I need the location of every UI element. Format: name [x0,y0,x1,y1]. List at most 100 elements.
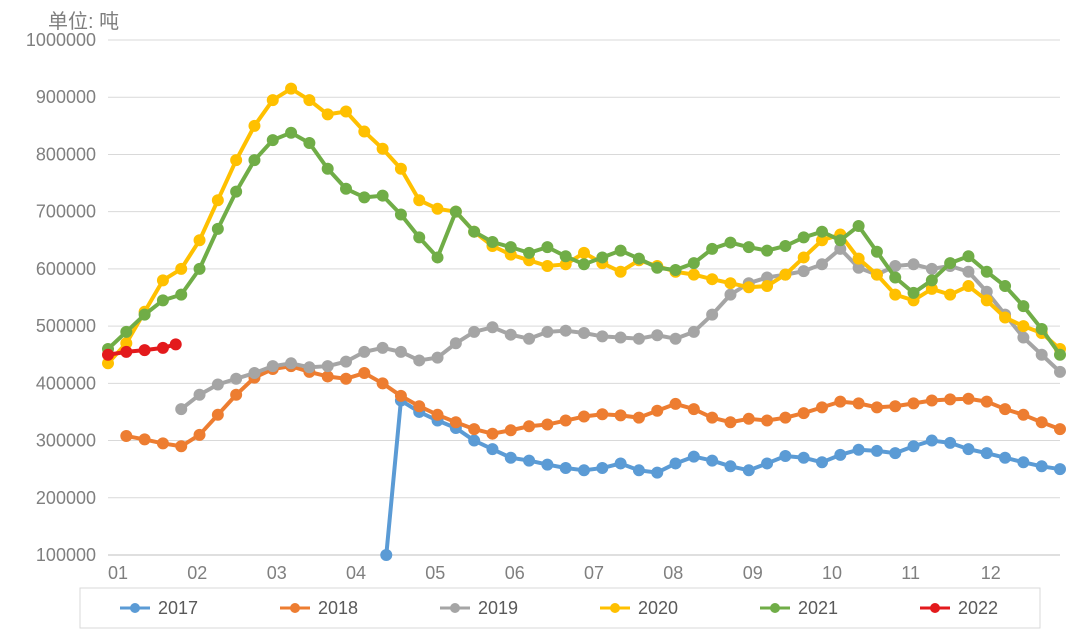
series-marker-2018 [451,417,461,427]
series-marker-2020 [1018,321,1028,331]
series-marker-2017 [707,456,717,466]
series-marker-2021 [652,263,662,273]
series-marker-2018 [725,417,735,427]
series-marker-2019 [378,343,388,353]
series-marker-2020 [963,281,973,291]
series-marker-2017 [469,436,479,446]
series-marker-2021 [597,252,607,262]
series-marker-2020 [780,270,790,280]
series-marker-2020 [689,270,699,280]
series-marker-2021 [744,242,754,252]
series-marker-2019 [451,338,461,348]
series-marker-2018 [689,404,699,414]
legend-label-2017: 2017 [158,598,198,618]
series-marker-2018 [780,413,790,423]
series-marker-2020 [359,127,369,137]
series-marker-2017 [652,468,662,478]
series-marker-2020 [158,275,168,285]
x-tick-label: 08 [663,563,683,583]
series-marker-2021 [359,192,369,202]
series-marker-2022 [158,343,168,353]
y-tick-label: 200000 [36,488,96,508]
series-marker-2019 [487,322,497,332]
series-marker-2021 [945,258,955,268]
series-marker-2019 [433,353,443,363]
series-marker-2017 [542,460,552,470]
series-marker-2019 [579,328,589,338]
series-marker-2020 [854,254,864,264]
series-marker-2018 [909,398,919,408]
x-tick-label: 05 [425,563,445,583]
chart-background [0,0,1080,636]
series-marker-2017 [487,444,497,454]
series-marker-2021 [963,251,973,261]
series-marker-2019 [213,379,223,389]
x-tick-label: 01 [108,563,128,583]
series-marker-2020 [195,235,205,245]
x-tick-label: 04 [346,563,366,583]
series-marker-2018 [835,397,845,407]
series-marker-2021 [725,238,735,248]
series-marker-2021 [231,187,241,197]
series-marker-2018 [341,374,351,384]
series-marker-2018 [1018,410,1028,420]
x-tick-label: 07 [584,563,604,583]
series-marker-2018 [744,414,754,424]
series-marker-2018 [1000,404,1010,414]
series-marker-2018 [396,391,406,401]
series-marker-2017 [780,451,790,461]
line-chart: 单位: 吨10000020000030000040000050000060000… [0,0,1080,636]
series-marker-2018 [762,416,772,426]
series-marker-2020 [286,84,296,94]
series-marker-2022 [140,345,150,355]
series-marker-2022 [103,350,113,360]
series-marker-2018 [469,424,479,434]
series-marker-2017 [597,463,607,473]
series-marker-2019 [963,267,973,277]
series-marker-2018 [176,441,186,451]
series-marker-2019 [597,331,607,341]
series-marker-2017 [982,448,992,458]
series-marker-2017 [1037,461,1047,471]
series-marker-2018 [982,397,992,407]
series-marker-2020 [872,270,882,280]
series-marker-2018 [487,429,497,439]
series-marker-2018 [597,409,607,419]
series-marker-2021 [121,327,131,337]
series-marker-2021 [762,246,772,256]
legend-marker-2019 [450,603,460,613]
series-marker-2021 [927,275,937,285]
series-marker-2019 [176,404,186,414]
series-marker-2021 [1055,350,1065,360]
series-marker-2021 [158,295,168,305]
series-marker-2017 [1000,453,1010,463]
series-marker-2021 [213,224,223,234]
series-marker-2017 [963,444,973,454]
series-marker-2021 [414,232,424,242]
series-marker-2021 [854,221,864,231]
x-tick-label: 02 [187,563,207,583]
series-marker-2018 [561,416,571,426]
series-marker-2021 [817,227,827,237]
series-marker-2020 [744,282,754,292]
series-marker-2021 [1000,281,1010,291]
series-marker-2017 [1055,464,1065,474]
series-marker-2017 [762,458,772,468]
series-marker-2021 [909,288,919,298]
series-marker-2020 [378,144,388,154]
series-marker-2017 [890,448,900,458]
y-tick-label: 400000 [36,373,96,393]
series-marker-2021 [1018,301,1028,311]
series-marker-2021 [451,207,461,217]
series-marker-2019 [304,362,314,372]
series-marker-2021 [286,128,296,138]
series-marker-2017 [799,453,809,463]
series-marker-2019 [268,361,278,371]
series-marker-2019 [725,290,735,300]
series-marker-2018 [927,396,937,406]
series-marker-2018 [671,399,681,409]
series-marker-2017 [634,465,644,475]
series-marker-2020 [579,248,589,258]
series-marker-2020 [249,121,259,131]
series-marker-2021 [268,135,278,145]
